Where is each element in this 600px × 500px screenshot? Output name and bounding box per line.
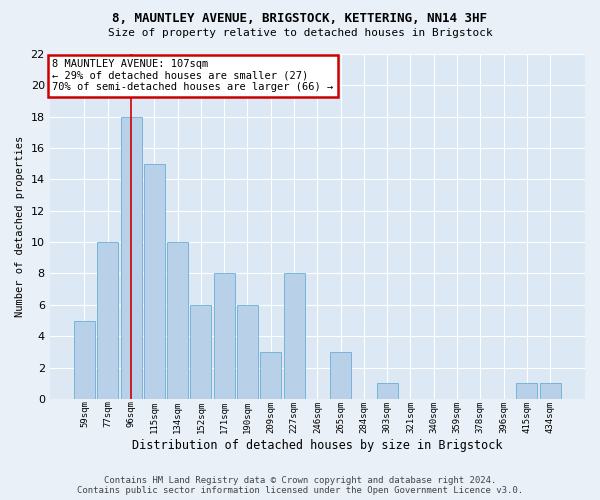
- Text: 8, MAUNTLEY AVENUE, BRIGSTOCK, KETTERING, NN14 3HF: 8, MAUNTLEY AVENUE, BRIGSTOCK, KETTERING…: [113, 12, 487, 26]
- Text: 8 MAUNTLEY AVENUE: 107sqm
← 29% of detached houses are smaller (27)
70% of semi-: 8 MAUNTLEY AVENUE: 107sqm ← 29% of detac…: [52, 59, 334, 92]
- Bar: [330, 352, 351, 399]
- Bar: [260, 352, 281, 399]
- Bar: [97, 242, 118, 399]
- Bar: [517, 383, 538, 399]
- Bar: [284, 274, 305, 399]
- Bar: [377, 383, 398, 399]
- Text: Contains HM Land Registry data © Crown copyright and database right 2024.
Contai: Contains HM Land Registry data © Crown c…: [77, 476, 523, 495]
- Bar: [540, 383, 560, 399]
- Bar: [190, 305, 211, 399]
- Bar: [144, 164, 165, 399]
- Bar: [121, 116, 142, 399]
- Bar: [214, 274, 235, 399]
- Bar: [167, 242, 188, 399]
- Bar: [74, 320, 95, 399]
- Text: Size of property relative to detached houses in Brigstock: Size of property relative to detached ho…: [107, 28, 493, 38]
- Bar: [237, 305, 258, 399]
- Y-axis label: Number of detached properties: Number of detached properties: [15, 136, 25, 317]
- X-axis label: Distribution of detached houses by size in Brigstock: Distribution of detached houses by size …: [132, 440, 503, 452]
